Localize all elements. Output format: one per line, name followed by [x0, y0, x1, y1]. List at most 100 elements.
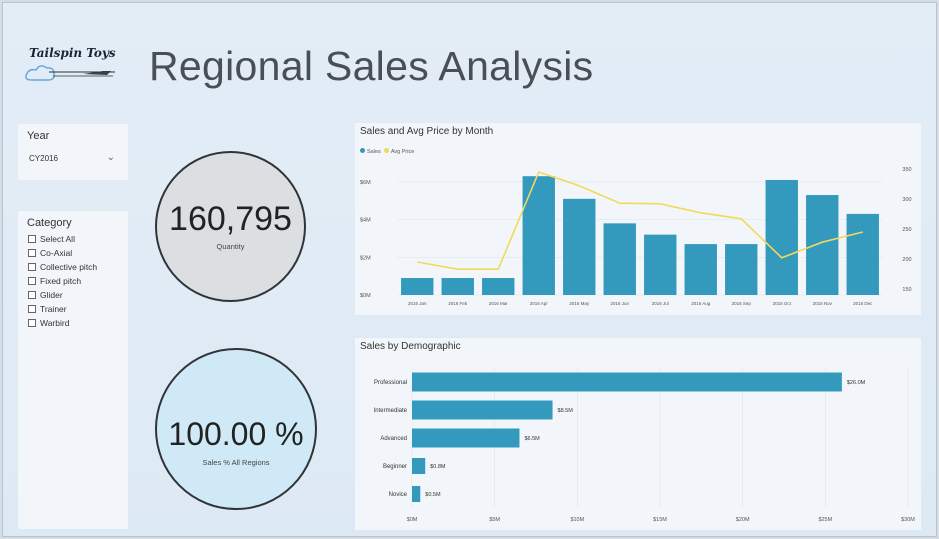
- sales-pct-kpi-card: 100.00 % Sales % All Regions: [155, 348, 317, 510]
- x-tick-label: $25M: [818, 517, 832, 523]
- x-tick-label: $20M: [736, 517, 750, 523]
- x-tick-label: 2016 Apr: [530, 301, 549, 306]
- chart-legend: Sales Avg Price: [360, 148, 414, 155]
- chart-title: Sales and Avg Price by Month: [360, 126, 494, 137]
- category-item-label: Select All: [40, 234, 75, 244]
- y-category-label: Beginner: [383, 464, 407, 470]
- x-tick-label: 2016 Sep: [732, 301, 752, 306]
- year-slicer-label: Year: [27, 130, 50, 142]
- category-item-select-all[interactable]: Select All: [28, 234, 75, 244]
- quantity-kpi-card: 160,795 Quantity: [155, 151, 306, 302]
- data-label: $0.5M: [425, 492, 441, 498]
- bar: [806, 195, 839, 295]
- x-tick-label: 2016 Jul: [652, 301, 669, 306]
- sales-avg-price-chart: Sales and Avg Price by Month Sales Avg P…: [355, 123, 921, 315]
- y-category-label: Novice: [389, 492, 408, 498]
- sales-pct-kpi-label: Sales % All Regions: [202, 458, 270, 467]
- bar: [765, 179, 798, 295]
- y-left-tick-label: $4M: [360, 218, 371, 224]
- category-item-label: Co-Axial: [40, 248, 73, 258]
- y-left-tick-label: $2M: [360, 255, 371, 261]
- sales-pct-kpi-value: 100.00 %: [168, 416, 304, 452]
- bar: [644, 234, 677, 295]
- x-tick-label: 2016 Mar: [489, 301, 509, 306]
- bar: [412, 400, 553, 420]
- bar: [401, 278, 434, 295]
- bar: [603, 223, 636, 295]
- category-item-fixed-pitch[interactable]: Fixed pitch: [28, 276, 81, 286]
- sales-avg-price-plot: $0M $2M $4M $6M 150 200 250 300 350 2016 Jan 2016 …: [360, 167, 912, 306]
- y-right-tick-label: 250: [902, 227, 911, 233]
- sales-demographic-plot: $0M $5M $10M $15M $20M $25M $30M Professional $2…: [374, 368, 915, 523]
- data-label: $8.5M: [558, 408, 574, 414]
- x-tick-label: 2016 Feb: [448, 301, 468, 306]
- checkbox-icon: [28, 319, 36, 327]
- y-left-tick-label: $6M: [360, 180, 371, 186]
- bar: [522, 176, 555, 295]
- bar: [412, 458, 426, 474]
- year-dropdown-value: CY2016: [29, 154, 58, 163]
- sales-demographic-chart: Sales by Demographic $0M $5M $10M $15M $20M $…: [355, 338, 921, 530]
- category-slicer: Category Select All Co-Axial Collective …: [18, 211, 128, 529]
- x-tick-label: $5M: [489, 517, 500, 523]
- category-item-collective-pitch[interactable]: Collective pitch: [28, 262, 97, 272]
- data-label: $26.0M: [847, 380, 866, 386]
- logo-text: Tailspin Toys: [29, 46, 116, 60]
- chart-title: Sales by Demographic: [360, 341, 461, 352]
- year-dropdown[interactable]: CY2016 ⌄: [29, 152, 119, 168]
- x-tick-label: $30M: [901, 517, 915, 523]
- bar: [684, 244, 717, 295]
- y-category-label: Intermediate: [374, 408, 408, 414]
- y-category-label: Advanced: [380, 436, 407, 442]
- logo-graphic: [25, 65, 115, 81]
- checkbox-icon: [28, 263, 36, 271]
- category-item-glider[interactable]: Glider: [28, 290, 63, 300]
- category-item-label: Fixed pitch: [40, 276, 82, 286]
- bar: [412, 428, 520, 448]
- x-tick-label: 2016 Jan: [408, 301, 427, 306]
- category-item-warbird[interactable]: Warbird: [28, 318, 69, 328]
- page-title: Regional Sales Analysis: [149, 43, 594, 89]
- y-right-tick-label: 200: [902, 257, 911, 263]
- category-item-label: Collective pitch: [40, 262, 98, 272]
- y-left-tick-label: $0M: [360, 293, 371, 299]
- bar: [563, 198, 596, 295]
- chevron-down-icon: ⌄: [106, 152, 115, 163]
- category-item-trainer[interactable]: Trainer: [28, 304, 67, 314]
- bar: [441, 278, 474, 295]
- category-item-label: Trainer: [40, 304, 67, 314]
- bar: [725, 244, 758, 295]
- category-item-label: Warbird: [40, 318, 70, 328]
- checkbox-icon: [28, 235, 36, 243]
- x-tick-label: $10M: [570, 517, 584, 523]
- x-tick-label: 2016 Jun: [610, 301, 629, 306]
- bar: [846, 213, 879, 295]
- x-tick-label: $15M: [653, 517, 667, 523]
- bar: [412, 486, 421, 502]
- x-tick-label: $0M: [407, 517, 418, 523]
- y-right-tick-label: 300: [902, 197, 911, 203]
- quantity-kpi-value: 160,795: [169, 200, 292, 238]
- legend-dot-sales: [360, 148, 365, 153]
- category-item-label: Glider: [40, 290, 63, 300]
- quantity-kpi-label: Quantity: [216, 242, 245, 251]
- data-label: $0.8M: [430, 464, 446, 470]
- checkbox-icon: [28, 277, 36, 285]
- year-slicer: Year CY2016 ⌄: [18, 124, 128, 180]
- bar: [482, 278, 515, 295]
- y-right-tick-label: 350: [902, 167, 911, 173]
- category-slicer-label: Category: [27, 217, 72, 229]
- y-category-label: Professional: [374, 380, 407, 386]
- x-tick-label: 2016 Dec: [853, 301, 873, 306]
- avg-price-line: [417, 171, 863, 270]
- checkbox-icon: [28, 291, 36, 299]
- x-tick-label: 2016 May: [569, 301, 590, 306]
- checkbox-icon: [28, 249, 36, 257]
- legend-dot-avg-price: [383, 148, 389, 153]
- legend-label-sales: Sales: [367, 149, 381, 155]
- data-label: $6.5M: [524, 436, 540, 442]
- category-item-co-axial[interactable]: Co-Axial: [28, 248, 72, 258]
- logo: Tailspin Toys: [23, 43, 123, 87]
- x-tick-label: 2016 Oct: [773, 301, 792, 306]
